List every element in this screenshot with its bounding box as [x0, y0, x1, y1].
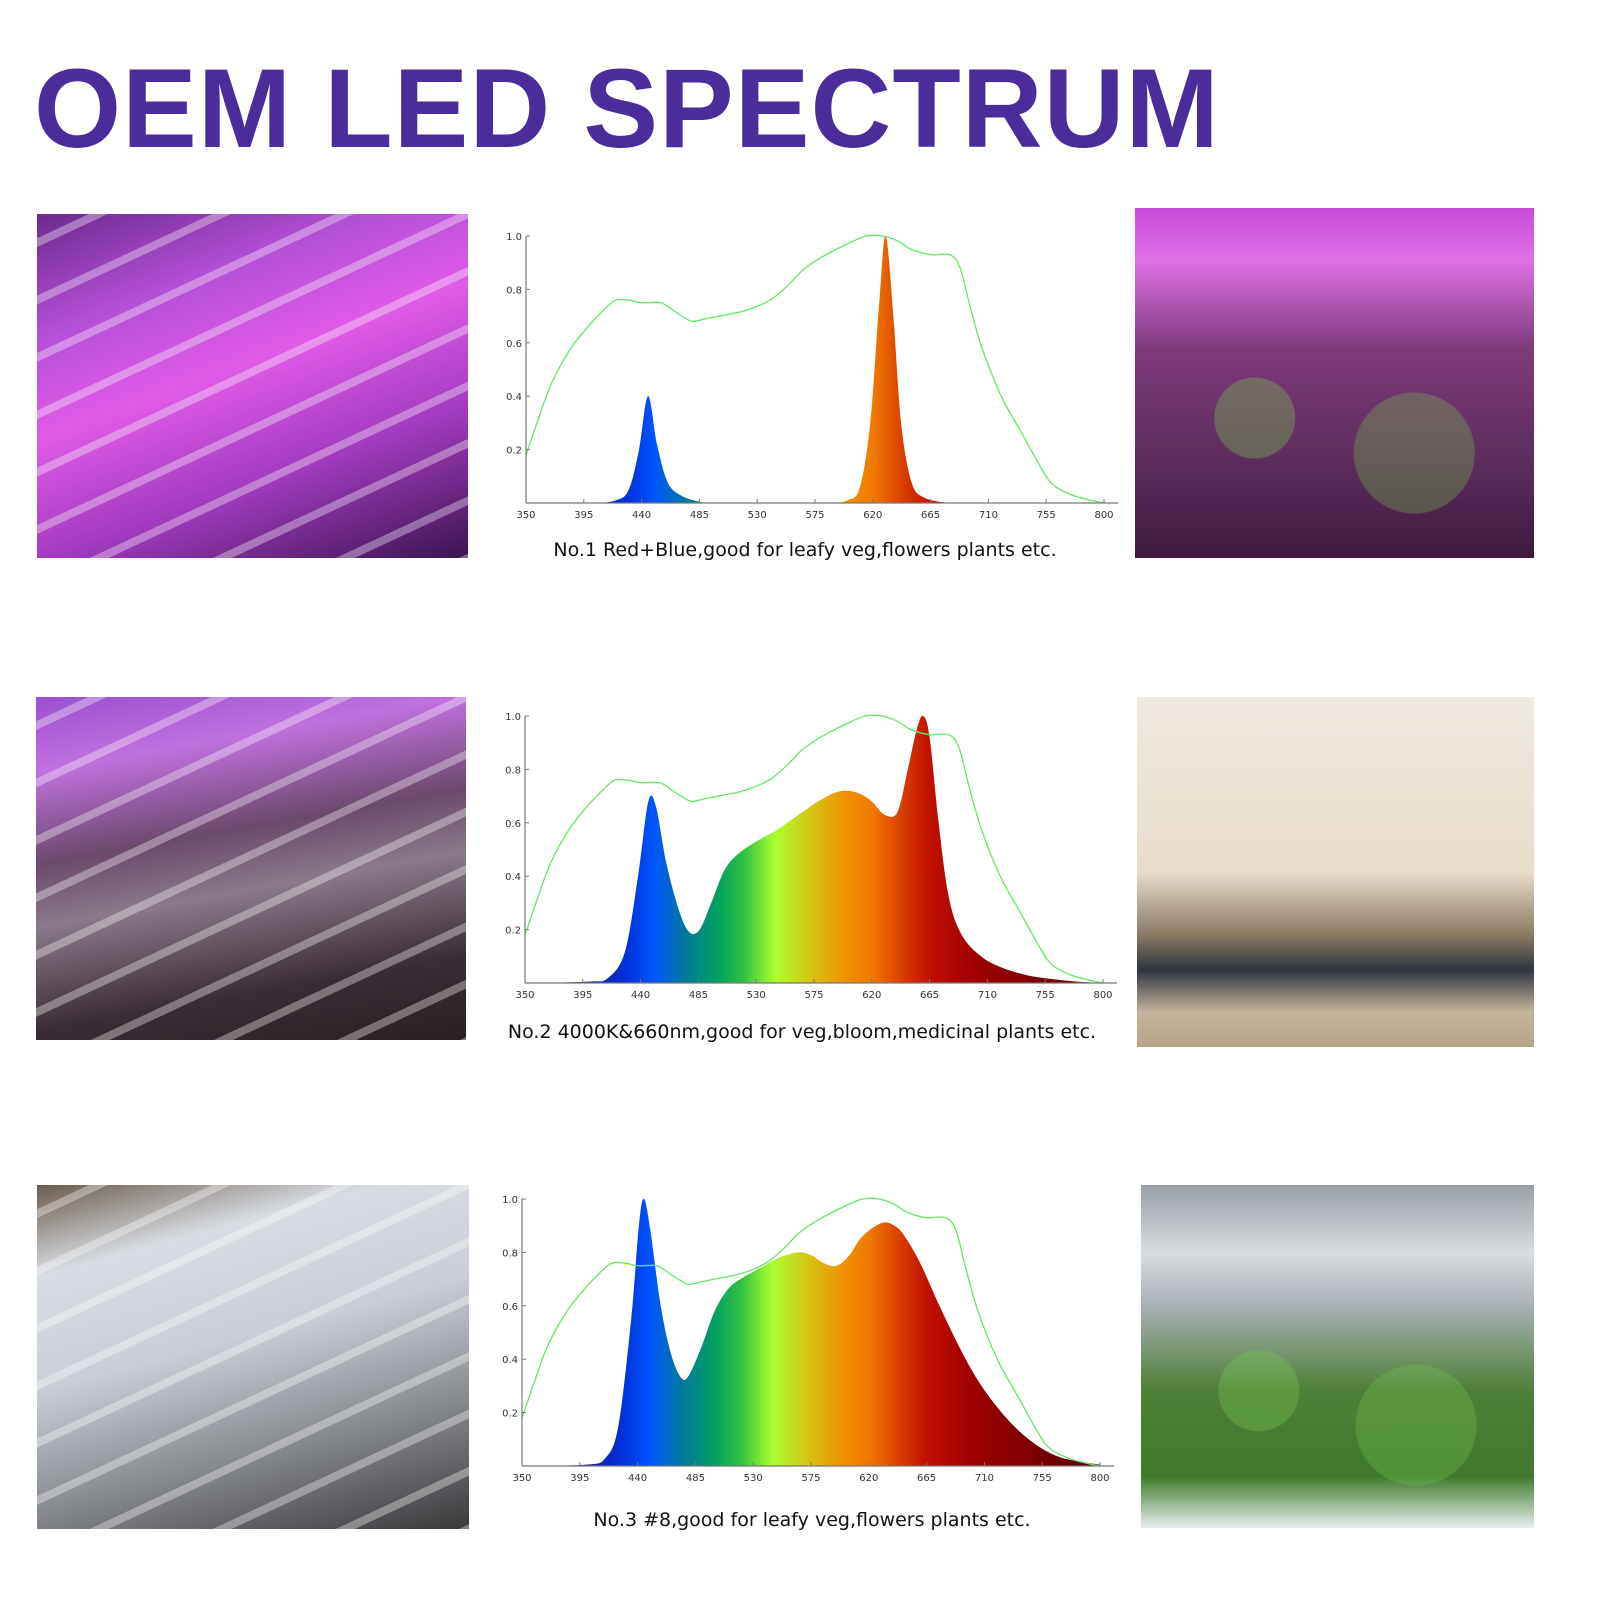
- spectrum-chart-2: 350 395 440 485 530 575 620 665 710 755 800 0.2 0.4 0…: [505, 712, 1117, 1001]
- spectrum-area: [522, 1198, 1100, 1466]
- y-tick-label: 0.4: [502, 1355, 518, 1366]
- x-tick-label: 665: [917, 1473, 936, 1484]
- x-tick-label: 395: [574, 510, 593, 521]
- x-tick-label: 395: [570, 1473, 589, 1484]
- y-tick-label: 1.0: [502, 1195, 518, 1206]
- x-tick-label: 350: [515, 990, 534, 1001]
- y-tick-label: 0.4: [505, 872, 521, 883]
- x-tick-label: 440: [628, 1473, 647, 1484]
- x-tick-label: 755: [1036, 990, 1055, 1001]
- x-tick-label: 755: [1033, 1473, 1052, 1484]
- x-tick-label: 665: [921, 510, 940, 521]
- x-tick-label: 710: [978, 990, 997, 1001]
- x-tick-label: 485: [686, 1473, 705, 1484]
- y-tick-label: 0.8: [505, 765, 521, 776]
- photo-leafy-greens-grow-tent: [1141, 1185, 1534, 1528]
- y-tick-label: 0.6: [502, 1302, 518, 1313]
- y-tick-label: 1.0: [506, 232, 522, 243]
- caption-chart-3: No.3 #8,good for leafy veg,flowers plant…: [593, 1509, 1031, 1531]
- page-title: OEM LED SPECTRUM: [34, 46, 1220, 171]
- x-tick-label: 440: [632, 510, 651, 521]
- x-tick-label: 800: [1094, 510, 1113, 521]
- y-tick-label: 0.8: [506, 285, 522, 296]
- x-tick-label: 395: [573, 990, 592, 1001]
- x-tick-label: 485: [689, 990, 708, 1001]
- caption-chart-1: No.1 Red+Blue,good for leafy veg,flowers…: [553, 539, 1057, 561]
- x-tick-label: 710: [979, 510, 998, 521]
- x-tick-label: 620: [859, 1473, 878, 1484]
- x-tick-label: 710: [975, 1473, 994, 1484]
- y-tick-label: 0.6: [506, 339, 522, 350]
- reference-curve-line: [521, 1197, 1101, 1467]
- x-tick-label: 530: [748, 510, 767, 521]
- x-tick-label: 350: [516, 510, 535, 521]
- spectrum-chart-1: 350 395 440 485 530 575 620 665 710 755 800 0.2 0.4 0…: [506, 232, 1118, 521]
- photo-white-led-tubes: [37, 1185, 469, 1529]
- x-tick-label: 665: [920, 990, 939, 1001]
- y-tick-label: 0.2: [505, 926, 521, 937]
- caption-chart-2: No.2 4000K&660nm,good for veg,bloom,medi…: [507, 1021, 1097, 1043]
- x-tick-label: 575: [801, 1473, 820, 1484]
- x-tick-label: 440: [631, 990, 650, 1001]
- x-tick-label: 530: [747, 990, 766, 1001]
- y-tick-label: 0.4: [506, 392, 522, 403]
- y-tick-label: 0.8: [502, 1248, 518, 1259]
- x-tick-label: 350: [512, 1473, 531, 1484]
- x-tick-label: 620: [863, 510, 882, 521]
- photo-seedlings-shelf: [1137, 697, 1534, 1047]
- x-tick-label: 485: [690, 510, 709, 521]
- x-tick-label: 575: [804, 990, 823, 1001]
- spectrum-area: [526, 235, 976, 504]
- photo-plants-under-purple-light: [1135, 208, 1534, 558]
- x-tick-label: 800: [1090, 1473, 1109, 1484]
- photo-4000k-660nm-led-tubes: [36, 697, 466, 1040]
- y-tick-label: 1.0: [505, 712, 521, 723]
- y-tick-label: 0.2: [502, 1409, 518, 1420]
- spectrum-chart-3: 350 395 440 485 530 575 620 665 710 755 800 0.2 0.4 0…: [502, 1195, 1114, 1484]
- x-tick-label: 575: [805, 510, 824, 521]
- reference-curve-line: [525, 234, 1105, 504]
- y-tick-label: 0.2: [506, 446, 522, 457]
- x-tick-label: 620: [862, 990, 881, 1001]
- x-tick-label: 530: [744, 1473, 763, 1484]
- y-tick-label: 0.6: [505, 819, 521, 830]
- x-tick-label: 800: [1093, 990, 1112, 1001]
- photo-red-blue-led-tubes: [37, 214, 468, 558]
- x-tick-label: 755: [1037, 510, 1056, 521]
- reference-curve-line: [524, 714, 1104, 984]
- spectrum-area: [525, 715, 1103, 983]
